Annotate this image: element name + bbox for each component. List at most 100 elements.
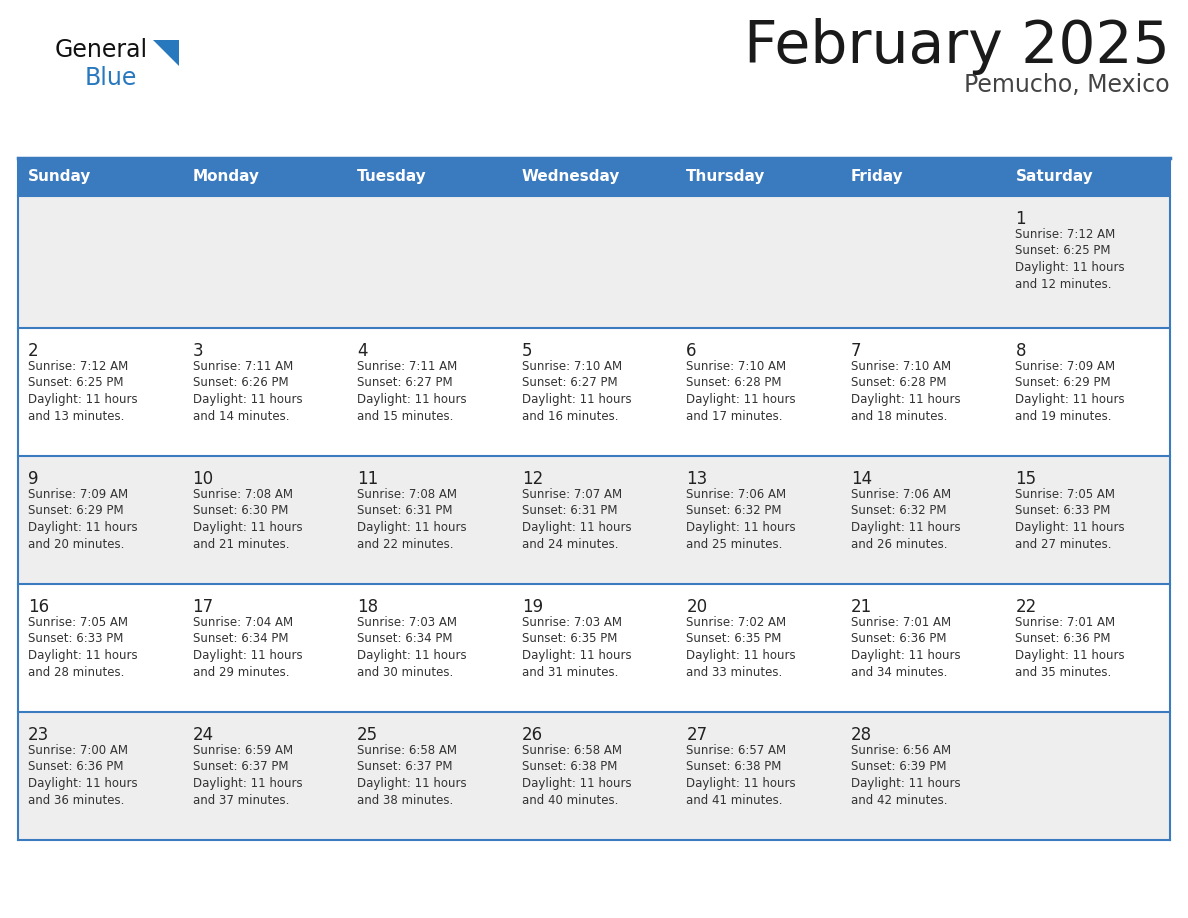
Text: Sunrise: 7:05 AM: Sunrise: 7:05 AM <box>1016 488 1116 501</box>
Text: Sunset: 6:35 PM: Sunset: 6:35 PM <box>522 633 617 645</box>
Text: and 19 minutes.: and 19 minutes. <box>1016 409 1112 422</box>
Text: Sunrise: 6:56 AM: Sunrise: 6:56 AM <box>851 744 950 757</box>
Text: Sunset: 6:34 PM: Sunset: 6:34 PM <box>358 633 453 645</box>
Text: Daylight: 11 hours: Daylight: 11 hours <box>851 777 960 790</box>
Text: 2: 2 <box>29 342 39 360</box>
Text: 27: 27 <box>687 726 707 744</box>
Text: Sunrise: 7:12 AM: Sunrise: 7:12 AM <box>29 360 128 373</box>
Bar <box>18 712 1170 840</box>
Text: 24: 24 <box>192 726 214 744</box>
Text: and 15 minutes.: and 15 minutes. <box>358 409 454 422</box>
Text: Daylight: 11 hours: Daylight: 11 hours <box>29 777 138 790</box>
Text: Sunrise: 7:07 AM: Sunrise: 7:07 AM <box>522 488 621 501</box>
Text: and 29 minutes.: and 29 minutes. <box>192 666 289 678</box>
Text: Daylight: 11 hours: Daylight: 11 hours <box>358 393 467 406</box>
Text: Sunrise: 6:58 AM: Sunrise: 6:58 AM <box>358 744 457 757</box>
Text: Sunset: 6:27 PM: Sunset: 6:27 PM <box>358 376 453 389</box>
Text: Sunrise: 7:06 AM: Sunrise: 7:06 AM <box>851 488 950 501</box>
Text: Sunset: 6:37 PM: Sunset: 6:37 PM <box>192 760 287 774</box>
Text: Daylight: 11 hours: Daylight: 11 hours <box>1016 521 1125 534</box>
Text: 1: 1 <box>1016 210 1026 228</box>
Text: Daylight: 11 hours: Daylight: 11 hours <box>192 521 302 534</box>
Text: Sunrise: 7:01 AM: Sunrise: 7:01 AM <box>851 616 950 629</box>
Bar <box>18 328 1170 456</box>
Text: and 33 minutes.: and 33 minutes. <box>687 666 783 678</box>
Text: Daylight: 11 hours: Daylight: 11 hours <box>851 649 960 662</box>
Text: and 17 minutes.: and 17 minutes. <box>687 409 783 422</box>
Text: and 26 minutes.: and 26 minutes. <box>851 538 947 551</box>
Text: Sunset: 6:36 PM: Sunset: 6:36 PM <box>1016 633 1111 645</box>
Text: Sunset: 6:33 PM: Sunset: 6:33 PM <box>1016 505 1111 518</box>
Text: Sunset: 6:32 PM: Sunset: 6:32 PM <box>687 505 782 518</box>
Text: General: General <box>55 38 148 62</box>
Text: Sunrise: 7:12 AM: Sunrise: 7:12 AM <box>1016 228 1116 241</box>
Text: 20: 20 <box>687 598 707 616</box>
Text: Sunset: 6:25 PM: Sunset: 6:25 PM <box>1016 244 1111 258</box>
Text: and 35 minutes.: and 35 minutes. <box>1016 666 1112 678</box>
Text: 7: 7 <box>851 342 861 360</box>
Text: and 34 minutes.: and 34 minutes. <box>851 666 947 678</box>
Text: Sunset: 6:25 PM: Sunset: 6:25 PM <box>29 376 124 389</box>
Text: and 36 minutes.: and 36 minutes. <box>29 793 125 807</box>
Text: Daylight: 11 hours: Daylight: 11 hours <box>1016 261 1125 274</box>
Text: Sunset: 6:29 PM: Sunset: 6:29 PM <box>29 505 124 518</box>
Text: and 40 minutes.: and 40 minutes. <box>522 793 618 807</box>
Bar <box>18 584 1170 712</box>
Text: Sunset: 6:31 PM: Sunset: 6:31 PM <box>522 505 618 518</box>
Text: 8: 8 <box>1016 342 1026 360</box>
Text: and 21 minutes.: and 21 minutes. <box>192 538 289 551</box>
Text: 28: 28 <box>851 726 872 744</box>
Text: Daylight: 11 hours: Daylight: 11 hours <box>687 521 796 534</box>
Text: Saturday: Saturday <box>1016 170 1093 185</box>
Text: Sunrise: 7:10 AM: Sunrise: 7:10 AM <box>687 360 786 373</box>
Text: and 12 minutes.: and 12 minutes. <box>1016 277 1112 290</box>
Text: Sunset: 6:34 PM: Sunset: 6:34 PM <box>192 633 287 645</box>
Text: Sunrise: 7:01 AM: Sunrise: 7:01 AM <box>1016 616 1116 629</box>
Text: and 27 minutes.: and 27 minutes. <box>1016 538 1112 551</box>
Text: Daylight: 11 hours: Daylight: 11 hours <box>522 649 631 662</box>
Text: Sunrise: 6:58 AM: Sunrise: 6:58 AM <box>522 744 621 757</box>
Text: Friday: Friday <box>851 170 904 185</box>
Text: 9: 9 <box>29 470 38 488</box>
Text: 3: 3 <box>192 342 203 360</box>
Text: Daylight: 11 hours: Daylight: 11 hours <box>358 521 467 534</box>
Text: Daylight: 11 hours: Daylight: 11 hours <box>358 777 467 790</box>
Text: Monday: Monday <box>192 170 259 185</box>
Text: and 42 minutes.: and 42 minutes. <box>851 793 947 807</box>
Text: February 2025: February 2025 <box>744 18 1170 75</box>
Bar <box>18 158 1170 196</box>
Text: Sunset: 6:35 PM: Sunset: 6:35 PM <box>687 633 782 645</box>
Text: Daylight: 11 hours: Daylight: 11 hours <box>192 649 302 662</box>
Text: and 30 minutes.: and 30 minutes. <box>358 666 454 678</box>
Text: and 14 minutes.: and 14 minutes. <box>192 409 289 422</box>
Text: Daylight: 11 hours: Daylight: 11 hours <box>687 777 796 790</box>
Text: Pemucho, Mexico: Pemucho, Mexico <box>965 73 1170 97</box>
Text: Sunrise: 7:00 AM: Sunrise: 7:00 AM <box>29 744 128 757</box>
Text: Sunrise: 7:11 AM: Sunrise: 7:11 AM <box>192 360 292 373</box>
Text: 11: 11 <box>358 470 379 488</box>
Text: Sunset: 6:36 PM: Sunset: 6:36 PM <box>851 633 947 645</box>
Text: 26: 26 <box>522 726 543 744</box>
Text: Sunset: 6:36 PM: Sunset: 6:36 PM <box>29 760 124 774</box>
Text: 10: 10 <box>192 470 214 488</box>
Text: 22: 22 <box>1016 598 1037 616</box>
Text: 15: 15 <box>1016 470 1037 488</box>
Bar <box>18 456 1170 584</box>
Text: Sunrise: 7:05 AM: Sunrise: 7:05 AM <box>29 616 128 629</box>
Text: 19: 19 <box>522 598 543 616</box>
Text: 12: 12 <box>522 470 543 488</box>
Text: Tuesday: Tuesday <box>358 170 426 185</box>
Text: Sunset: 6:26 PM: Sunset: 6:26 PM <box>192 376 289 389</box>
Text: Daylight: 11 hours: Daylight: 11 hours <box>29 393 138 406</box>
Text: 14: 14 <box>851 470 872 488</box>
Text: Daylight: 11 hours: Daylight: 11 hours <box>851 393 960 406</box>
Text: and 28 minutes.: and 28 minutes. <box>29 666 125 678</box>
Text: Blue: Blue <box>86 66 138 90</box>
Polygon shape <box>153 40 179 66</box>
Text: and 31 minutes.: and 31 minutes. <box>522 666 618 678</box>
Text: and 16 minutes.: and 16 minutes. <box>522 409 618 422</box>
Text: Daylight: 11 hours: Daylight: 11 hours <box>29 521 138 534</box>
Text: Daylight: 11 hours: Daylight: 11 hours <box>522 393 631 406</box>
Text: Thursday: Thursday <box>687 170 765 185</box>
Text: 13: 13 <box>687 470 708 488</box>
